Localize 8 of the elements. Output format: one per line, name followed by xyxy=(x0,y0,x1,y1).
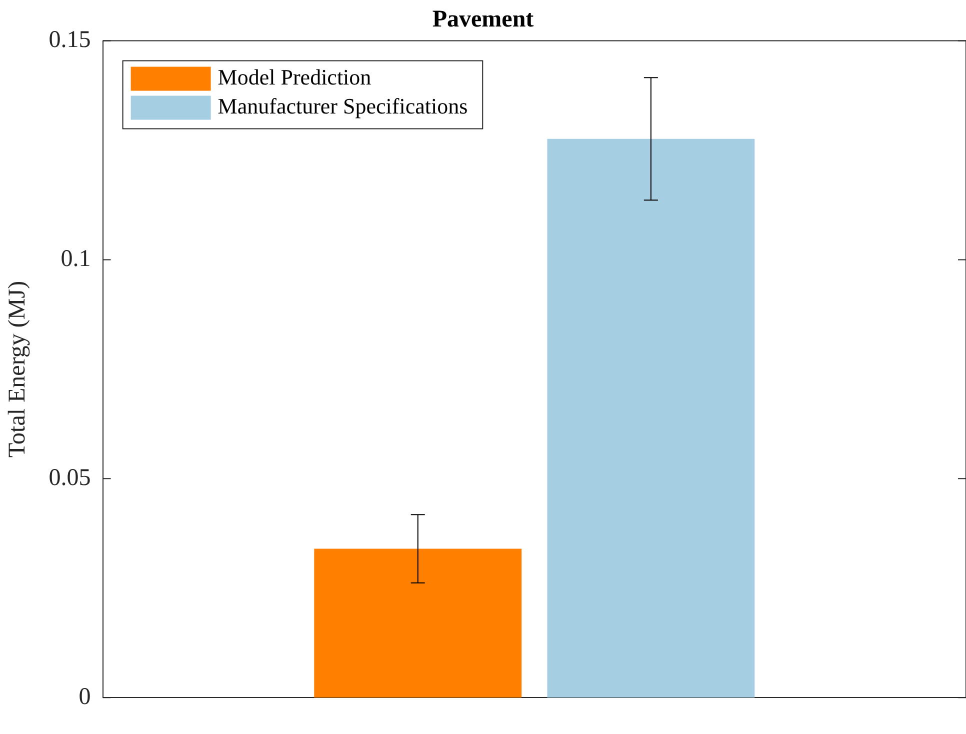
legend-label: Model Prediction xyxy=(218,64,372,90)
y-tick-label: 0.15 xyxy=(48,27,91,54)
y-axis-title: Total Energy (MJ) xyxy=(4,280,31,458)
y-tick-label: 0 xyxy=(78,684,91,710)
y-tick-label: 0.05 xyxy=(48,464,91,491)
legend-label: Manufacturer Specifications xyxy=(218,94,468,119)
chart-title: Pavement xyxy=(432,6,534,33)
y-tick-label: 0.1 xyxy=(60,246,91,272)
